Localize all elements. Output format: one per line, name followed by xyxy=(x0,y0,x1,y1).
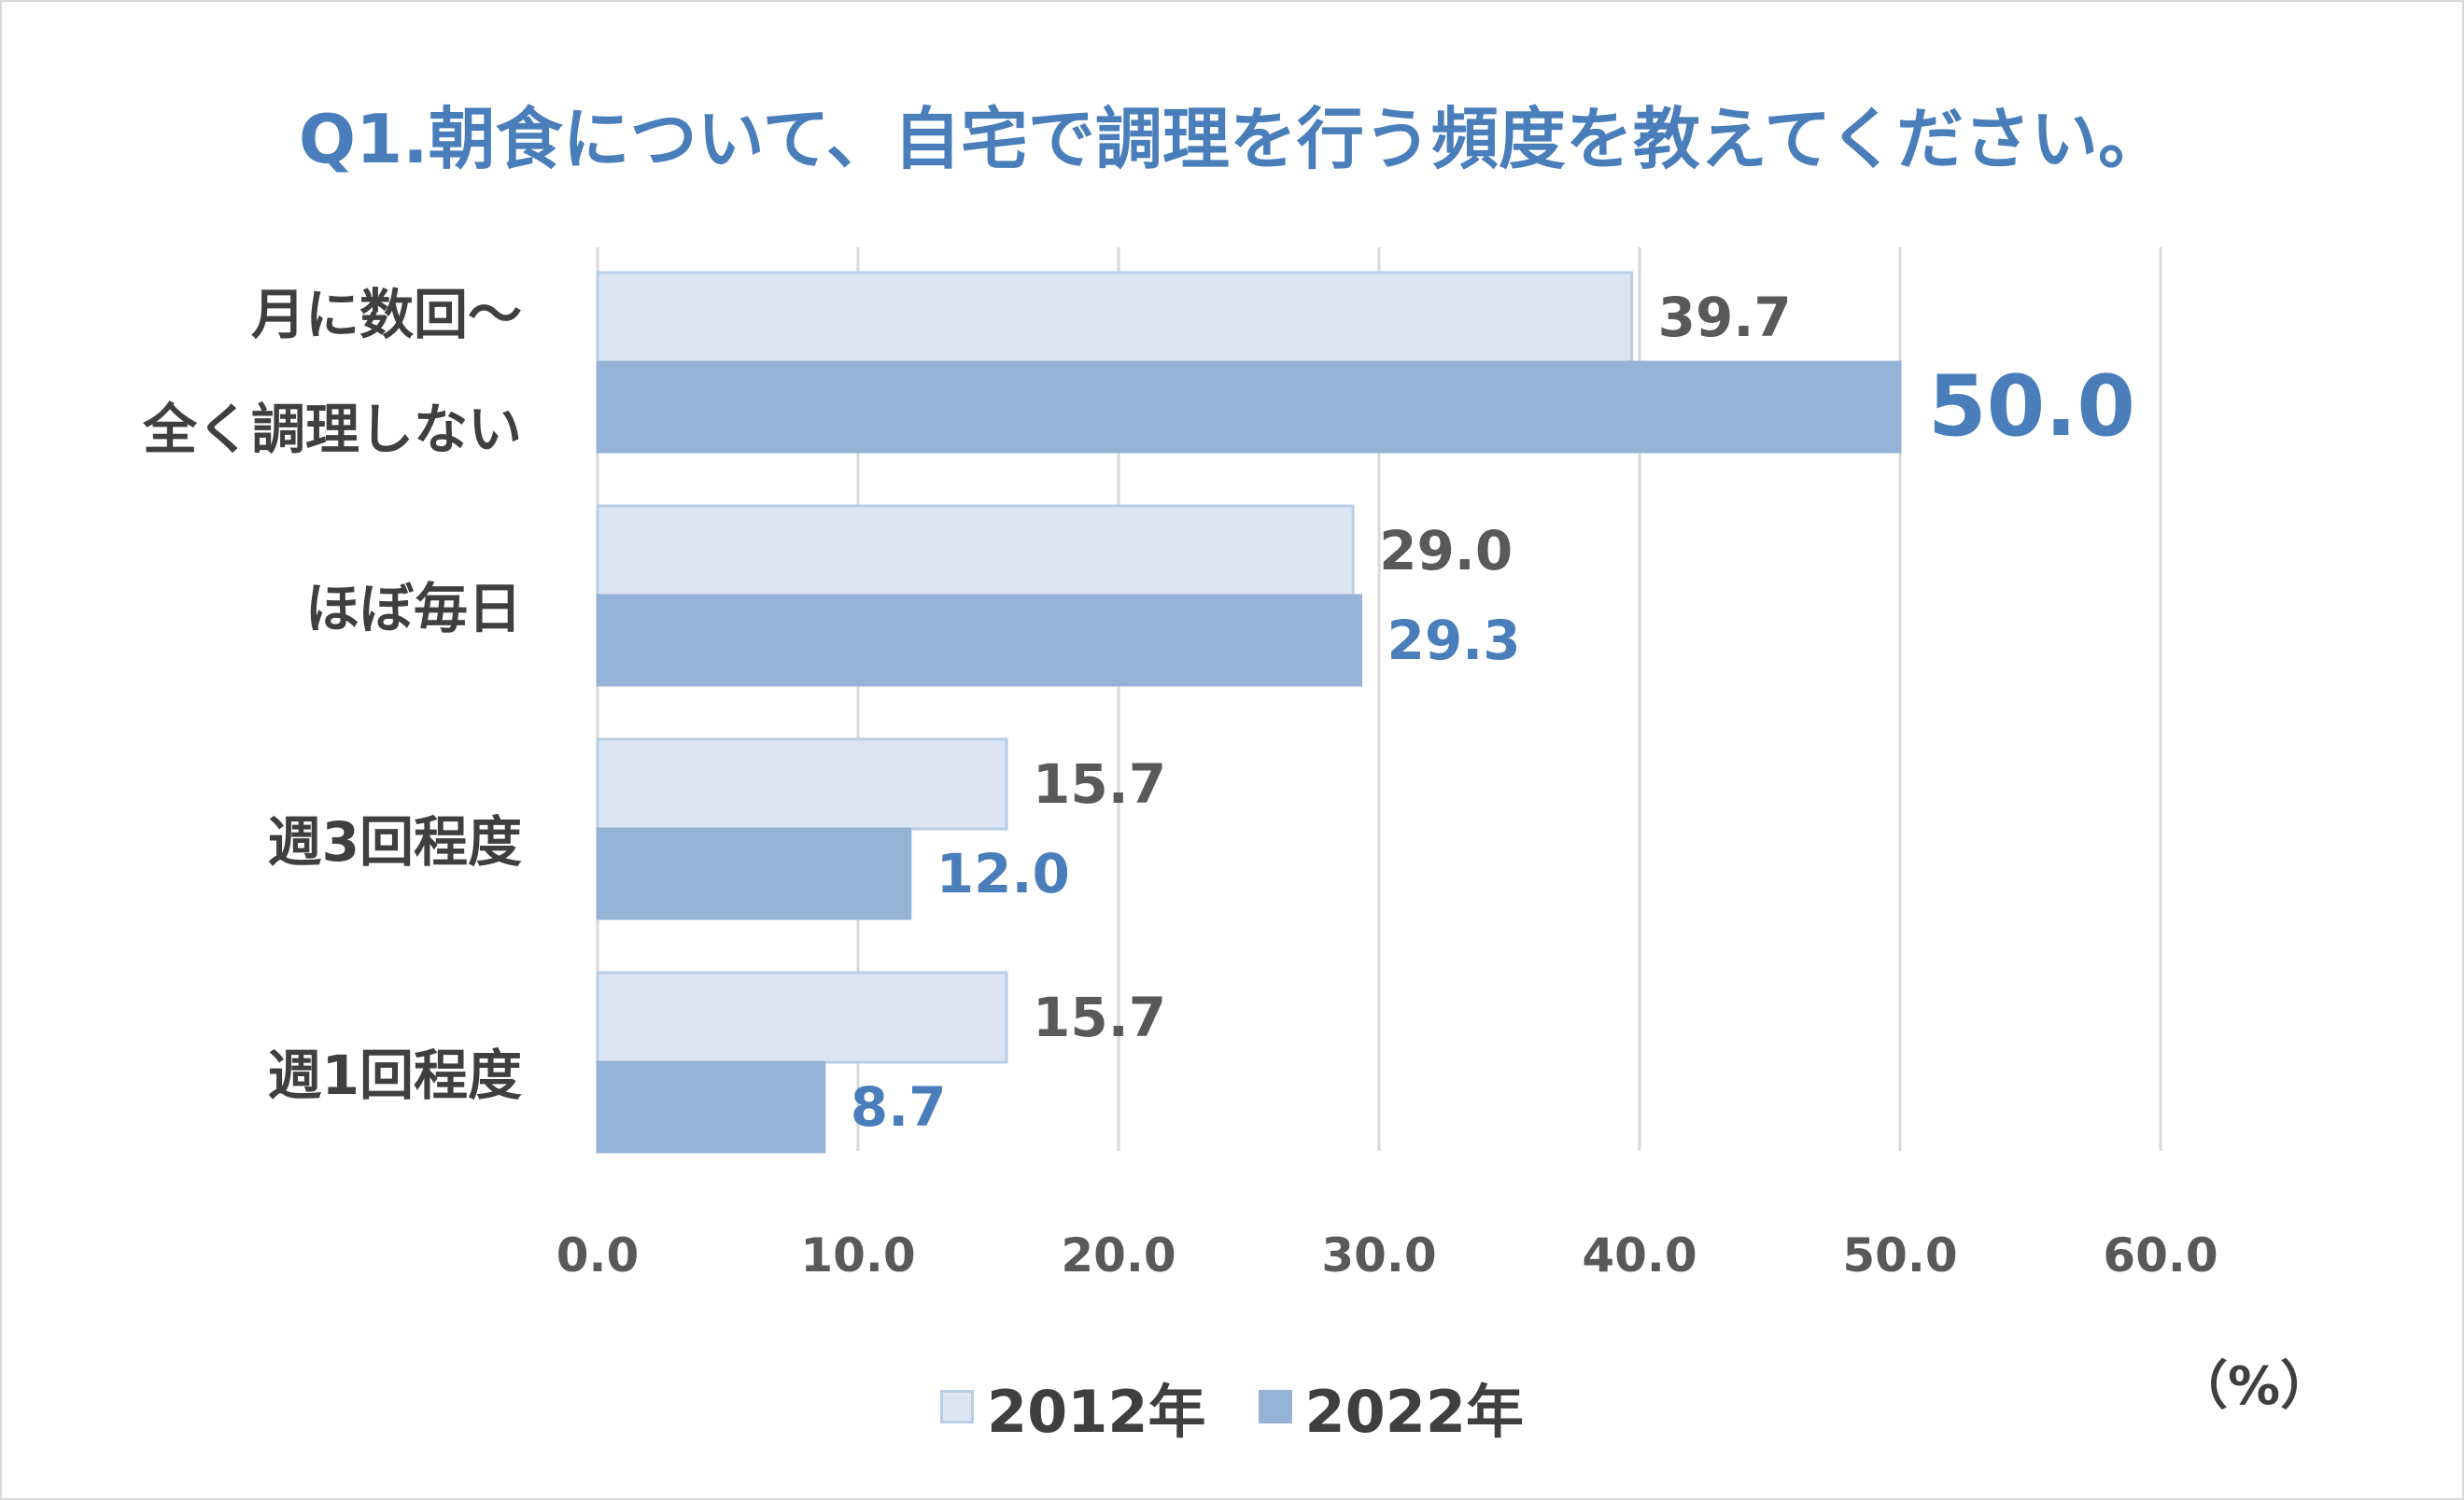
category-label-3: 週1回程度 xyxy=(267,1044,522,1107)
legend-item-2012: 2012年 xyxy=(939,1365,1206,1449)
data-label-2022-3: 8.7 xyxy=(851,1075,947,1139)
bar-2022-0 xyxy=(596,360,1902,454)
data-label-2012-2: 15.7 xyxy=(1033,752,1166,816)
x-tick-label-5: 50.0 xyxy=(1842,1228,1957,1283)
data-label-2012-1: 29.0 xyxy=(1379,519,1513,582)
legend-label-2012: 2012年 xyxy=(986,1378,1206,1446)
data-label-2022-2: 12.0 xyxy=(936,842,1070,905)
data-label-2022-1: 29.3 xyxy=(1387,609,1520,672)
x-tick-label-3: 30.0 xyxy=(1321,1228,1436,1283)
legend-item-2022: 2022年 xyxy=(1258,1365,1525,1449)
category-label-2: 週3回程度 xyxy=(267,810,522,874)
x-tick-label-6: 60.0 xyxy=(2103,1228,2218,1283)
category-label-0-line-2: 全く調理しない xyxy=(142,398,522,461)
x-tick-label-0: 0.0 xyxy=(556,1228,640,1283)
chart-title: Q1.朝食について、自宅で調理を行う頻度を教えてください。 xyxy=(298,100,2166,178)
bar-2012-2 xyxy=(596,737,1008,831)
legend-swatch-2022 xyxy=(1258,1390,1292,1423)
bar-2022-2 xyxy=(596,827,912,920)
legend: 2012年 2022年 xyxy=(0,1365,2464,1449)
category-label-0-line-1: 月に数回～ xyxy=(250,283,522,346)
legend-label-2022: 2022年 xyxy=(1304,1378,1525,1446)
x-tick-label-1: 10.0 xyxy=(800,1228,915,1283)
x-tick-label-4: 40.0 xyxy=(1582,1228,1697,1283)
x-tick-label-2: 20.0 xyxy=(1061,1228,1176,1283)
bar-2012-1 xyxy=(596,504,1355,597)
data-label-2012-3: 15.7 xyxy=(1033,986,1166,1049)
category-label-1: ほぼ毎日 xyxy=(304,577,522,640)
unit-label: （%） xyxy=(2175,1356,2333,1417)
bar-2022-1 xyxy=(596,594,1362,687)
legend-swatch-2012 xyxy=(939,1390,974,1423)
data-label-2012-0: 39.7 xyxy=(1658,286,1792,349)
data-label-2022-0: 50.0 xyxy=(1928,357,2135,456)
bar-2012-0 xyxy=(596,271,1634,364)
bar-2022-3 xyxy=(596,1060,826,1154)
bar-2012-3 xyxy=(596,971,1008,1064)
